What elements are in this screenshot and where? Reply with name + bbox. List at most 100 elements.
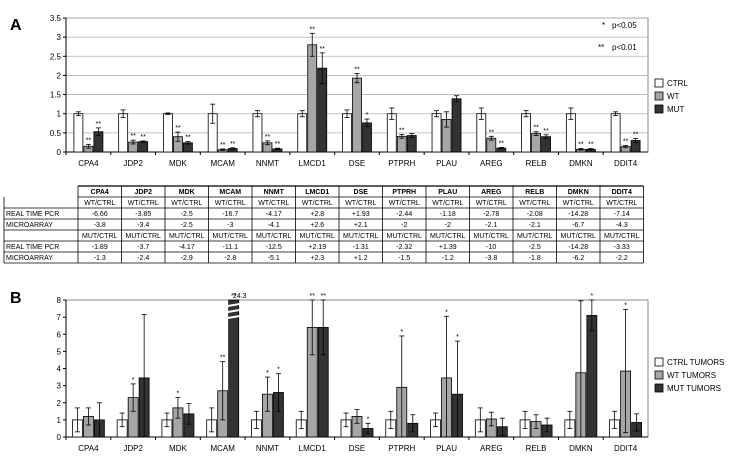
table-cell: MUT/CTRL <box>300 233 335 240</box>
table-cell: -2 <box>401 222 407 229</box>
a-significance-star: ** <box>588 142 594 149</box>
b-significance-star: ** <box>231 293 237 300</box>
b-ytick-label: 1 <box>57 416 62 425</box>
sig-legend-text-2: p<0.01 <box>612 43 637 52</box>
b-ytick-label: 6 <box>57 330 62 339</box>
table-cell: -2.44 <box>396 211 412 218</box>
a-bar-ptprh-s2 <box>406 135 417 153</box>
a-significance-star: ** <box>499 140 505 147</box>
table-row-label: REAL TIME PCR <box>6 211 59 218</box>
sig-legend-text-1: p<0.05 <box>612 21 637 30</box>
table-cell: WT/CTRL <box>171 200 202 207</box>
a-ytick-label: 0 <box>57 148 62 157</box>
table-cell: MUT/CTRL <box>126 233 161 240</box>
table-cell: -10 <box>486 244 496 251</box>
b-ytick-label: 7 <box>57 313 62 322</box>
b-ytick-label: 4 <box>57 365 62 374</box>
table-cell: +2.3 <box>310 255 324 262</box>
table-cell: -2.9 <box>181 255 193 262</box>
a-category-label-areg: AREG <box>480 159 503 168</box>
a-significance-star: ** <box>275 141 281 148</box>
b-category-label-plau: PLAU <box>436 444 457 453</box>
a-bar-mdk-s0 <box>163 113 173 153</box>
a-legend-label-1: WT <box>667 92 680 101</box>
b-category-label-mdk: MDK <box>169 444 187 453</box>
b-significance-star: * <box>132 377 135 384</box>
table-cell: WT/CTRL <box>606 200 637 207</box>
table-cell: WT/CTRL <box>476 200 507 207</box>
a-significance-star: ** <box>533 125 539 132</box>
table-header-dse: DSE <box>354 189 369 196</box>
a-significance-star: ** <box>140 134 146 141</box>
table-cell: WT/CTRL <box>389 200 420 207</box>
table-header-areg: AREG <box>481 189 502 196</box>
a-ytick-label: 1.5 <box>50 91 62 100</box>
a-ytick-label: 1 <box>57 110 62 119</box>
a-legend-swatch-0 <box>654 78 664 88</box>
sig-legend-symbol-1: * <box>602 21 605 30</box>
table-cell: -6.2 <box>572 255 584 262</box>
b-category-label-jdp2: JDP2 <box>123 444 143 453</box>
a-bar-dse-s2 <box>362 122 372 153</box>
table-cell: -2.32 <box>396 244 412 251</box>
a-significance-star: ** <box>86 137 92 144</box>
table-cell: -4.1 <box>268 222 280 229</box>
table-cell: WT/CTRL <box>345 200 376 207</box>
table-cell: MUT/CTRL <box>474 233 509 240</box>
b-legend-swatch-2 <box>654 383 664 393</box>
b-category-label-ptprh: PTPRH <box>388 444 415 453</box>
a-category-label-jdp2: JDP2 <box>123 159 143 168</box>
a-significance-star: * <box>366 112 369 119</box>
panel-b-letter: B <box>10 290 22 307</box>
b-significance-star: * <box>590 293 593 300</box>
table-cell: -3.7 <box>137 244 149 251</box>
a-bar-dse-s0 <box>342 113 352 153</box>
b-category-label-dmkn: DMKN <box>569 444 593 453</box>
table-cell: MUT/CTRL <box>256 233 291 240</box>
table-cell: -2.2 <box>616 255 628 262</box>
table-cell: +1.39 <box>439 244 457 251</box>
a-significance-star: ** <box>354 67 360 74</box>
table-header-mcam: MCAM <box>219 189 241 196</box>
b-category-label-lmcd1: LMCD1 <box>299 444 327 453</box>
a-category-label-mcam: MCAM <box>210 159 235 168</box>
table-cell: -14.28 <box>568 211 588 218</box>
b-category-label-ddit4: DDIT4 <box>614 444 638 453</box>
table-cell: WT/CTRL <box>302 200 333 207</box>
b-category-label-cpa4: CPA4 <box>78 444 99 453</box>
table-cell: -6.66 <box>92 211 108 218</box>
b-category-label-areg: AREG <box>480 444 503 453</box>
table-cell: -4.17 <box>179 244 195 251</box>
table-cell: -1.8 <box>529 255 541 262</box>
table-cell: WT/CTRL <box>84 200 115 207</box>
b-legend-swatch-1 <box>654 370 664 380</box>
b-significance-star: * <box>367 416 370 423</box>
a-significance-star: ** <box>543 128 549 135</box>
a-ytick-label: 3 <box>57 33 62 42</box>
table-cell: -2.78 <box>483 211 499 218</box>
table-cell: -1.31 <box>353 244 369 251</box>
b-significance-star: * <box>277 367 280 374</box>
a-category-label-dse: DSE <box>349 159 365 168</box>
b-ytick-label: 0 <box>57 433 62 442</box>
b-category-label-dse: DSE <box>349 444 365 453</box>
table-cell: -2.1 <box>529 222 541 229</box>
table-cell: -4.17 <box>266 211 282 218</box>
table-cell: -2.4 <box>137 255 149 262</box>
table-cell: -2.5 <box>181 222 193 229</box>
comparison-table: CPA4 JDP2 MDK MCAM NNMT LMCD1 DSE PTPRH PLAU AREG… <box>3 185 644 264</box>
table-cell: -12.5 <box>266 244 282 251</box>
a-ytick-label: 2 <box>57 71 62 80</box>
a-bar-nnmt-s0 <box>252 113 263 153</box>
table-cell: -2.5 <box>529 244 541 251</box>
table-cell: +1.2 <box>354 255 368 262</box>
b-significance-star: * <box>400 329 403 336</box>
a-bar-cpa4-s0 <box>73 113 84 153</box>
b-significance-star: * <box>456 334 459 341</box>
sig-legend-symbol-2: ** <box>598 43 604 52</box>
table-cell: -4.3 <box>616 222 628 229</box>
a-significance-star: ** <box>230 141 236 148</box>
a-bar-jdp2-s0 <box>118 113 129 153</box>
a-bar-lmcd1-s0 <box>297 113 308 153</box>
